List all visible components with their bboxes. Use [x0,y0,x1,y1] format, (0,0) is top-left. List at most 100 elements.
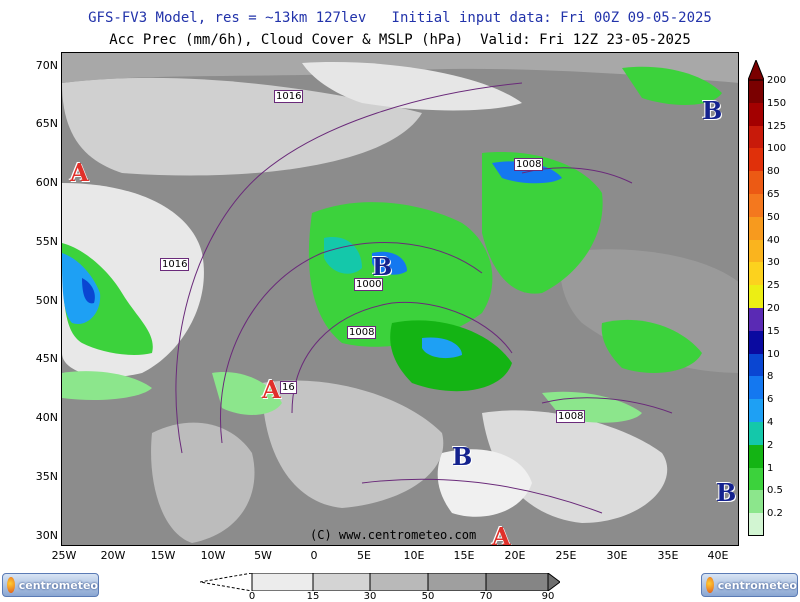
precip-scale-label: 4 [767,417,774,428]
low-pressure-marker: B [702,96,723,125]
cloud-scale-label: 0 [248,591,256,602]
latitude-label: 60N [35,176,58,189]
precip-color-box [748,353,764,377]
longitude-label: 0 [310,549,318,562]
longitude-label: 15W [150,549,176,562]
cloud-color-box [427,573,487,591]
precip-scale-label: 65 [767,189,780,200]
cloud-color-box [485,573,549,591]
precipitation-colorbar [748,60,764,536]
precip-scale-label: 30 [767,257,780,269]
latitude-label: 35N [35,470,58,483]
globe-icon [706,577,714,593]
isobar-layer [175,82,673,514]
high-pressure-marker: A [262,375,281,404]
precip-scale-label: 25 [767,280,780,292]
map-subtitle: Acc Prec (mm/6h), Cloud Cover & MSLP (hP… [109,32,691,48]
precip-scale-label: 6 [767,394,774,406]
isobar-label: 1008 [347,326,377,339]
precip-color-box [748,421,764,445]
longitude-label: 20W [100,549,126,562]
longitude-label: 10E [403,549,425,562]
cloud-scale-label: 30 [363,591,377,602]
precip-color-box [748,262,764,286]
precip-color-box [748,171,764,194]
precip-color-box [748,125,764,149]
model-title: GFS-FV3 Model, res = ~13km 127lev Initia… [88,10,712,26]
latitude-label: 70N [35,59,58,72]
latitude-label: 65N [35,117,58,130]
precip-color-box [748,376,764,400]
low-pressure-marker: B [372,252,393,281]
precip-color-box [748,239,764,263]
precip-color-box [748,307,764,331]
precip-scale-label: 40 [767,234,780,246]
precip-color-box [748,330,764,354]
longitude-label: 10W [200,549,226,562]
latitude-label: 45N [35,352,58,365]
longitude-label: 5W [254,549,272,562]
precip-color-box [748,102,764,126]
longitude-label: 40E [707,549,729,562]
precip-color-box [748,80,764,103]
map-layers [62,53,738,543]
isobar-label: 1000 [354,278,384,291]
logo-text: centrometeo [717,578,797,592]
longitude-label: 25W [51,549,77,562]
cloud-scale-label: 50 [421,591,435,602]
isobar-label: 1008 [556,410,586,423]
low-pressure-marker: B [452,442,473,471]
high-pressure-marker: A [70,158,89,187]
cloud-colorbar-svg [200,573,560,591]
copyright-text: (C) www.centrometeo.com [310,528,477,542]
precip-color-box [748,399,764,422]
precip-scale-label: 15 [767,325,780,337]
precip-scale-label: 80 [767,166,780,178]
precip-scale-label: 0.5 [767,485,783,497]
longitude-label: 25E [555,549,577,562]
cloud-scale-label: 90 [541,591,555,602]
cloud-color-box [369,573,429,591]
precip-color-box [748,490,764,514]
isobar-label: 1016 [160,258,190,271]
weather-map: A A A B B B B 1016 1016 1008 1000 1008 1… [61,52,739,546]
longitude-label: 35E [657,549,679,562]
cloud-color-box [251,573,314,591]
isobar-label: 1016 [274,90,304,103]
low-pressure-marker: B [716,478,737,507]
colorbar-arrow [748,60,764,81]
isobar-label: 1008 [514,158,544,171]
latitude-label: 40N [35,411,58,424]
precip-color-box [748,513,764,536]
precip-scale-label: 50 [767,211,780,223]
latitude-label: 55N [35,235,58,248]
centrometeo-logo-right[interactable]: centrometeo [701,573,798,597]
precip-scale-label: 0.2 [767,508,783,520]
precipitation-layer [62,66,722,423]
precip-color-box [748,285,764,308]
cloud-scale-label: 15 [306,591,320,602]
precip-scale-label: 150 [767,97,787,109]
isobar-label: 16 [280,381,297,394]
longitude-label: 15E [453,549,475,562]
latitude-label: 30N [35,529,58,542]
precip-scale-label: 100 [767,143,787,155]
precip-scale-label: 8 [767,371,774,383]
globe-icon [7,577,15,593]
precip-color-box [748,216,764,240]
precip-scale-label: 125 [767,120,787,132]
longitude-label: 20E [504,549,526,562]
centrometeo-logo-left[interactable]: centrometeo [2,573,99,597]
high-pressure-marker: A [492,522,511,546]
logo-text: centrometeo [18,578,98,592]
precip-scale-label: 1 [767,462,774,474]
precip-color-box [748,193,764,217]
precip-scale-label: 10 [767,348,780,360]
latitude-label: 50N [35,294,58,307]
precip-color-box [748,467,764,491]
precip-scale-label: 2 [767,439,774,451]
longitude-label: 30E [606,549,628,562]
precip-color-box [748,444,764,468]
longitude-label: 5E [357,549,371,562]
cloud-scale-label: 70 [479,591,493,602]
